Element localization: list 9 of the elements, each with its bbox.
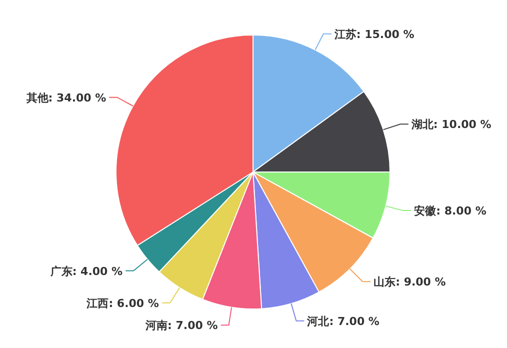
slice-label: 广东: 4.00 % — [49, 264, 123, 278]
slice-label: 河南: 7.00 % — [144, 319, 218, 332]
slice-label: 湖北: 10.00 % — [410, 118, 492, 132]
slice-label: 江西: 6.00 % — [86, 296, 159, 310]
slice-label: 江苏: 15.00 % — [333, 28, 414, 41]
slice-label: 安徽: 8.00 % — [414, 204, 486, 218]
slice-label: 河北: 7.00 % — [306, 314, 380, 328]
slice-label: 其他: 34.00 % — [25, 91, 106, 104]
slice-label: 山东: 9.00 % — [374, 276, 446, 289]
